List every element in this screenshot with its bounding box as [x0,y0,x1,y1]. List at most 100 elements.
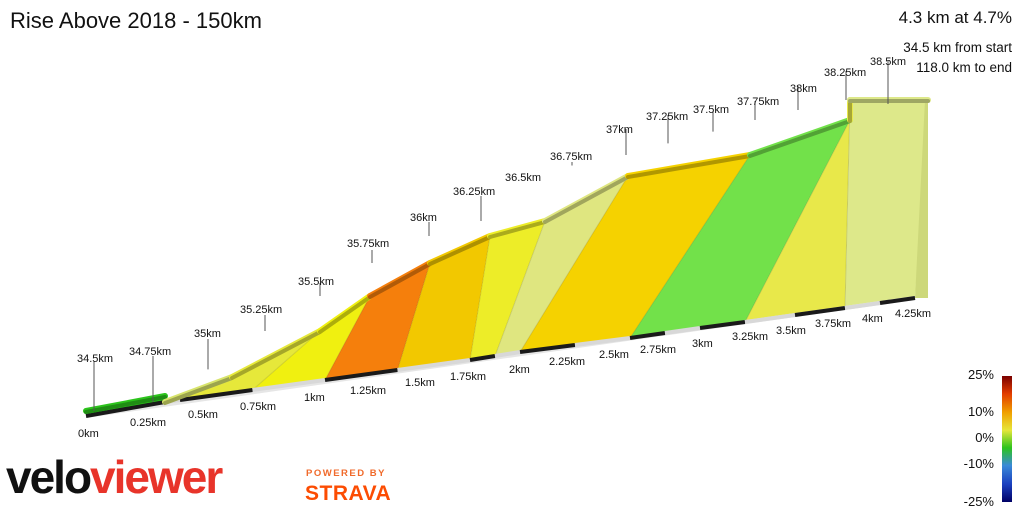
segment-divider [469,235,491,361]
bottom-distance-label: 3.25km [732,331,768,343]
top-distance-label: 34.5km [77,353,113,365]
top-distance-label: 35.75km [347,238,389,250]
distance-axis-tick [629,331,666,340]
profile-top-band-shade [230,330,322,380]
profile-top-band [542,173,631,224]
legend-label-25: 25% [967,367,994,382]
profile-top-band-shade [163,376,234,405]
bottom-distance-label: 3km [692,338,713,350]
bottom-distance-label: 2.5km [599,349,629,361]
top-distance-label: 36.25km [453,186,495,198]
profile-top-band [747,117,853,158]
legend-label-0: 0% [975,430,994,445]
distance-axis-tick [664,326,701,335]
logo-velo: velo [6,451,92,503]
logo-viewer: viewer [90,451,223,503]
profile-top-band-shade [368,262,432,299]
distance-axis-tick [574,336,631,347]
top-distance-label: 35km [194,328,221,340]
bottom-distance-label: 3.5km [776,325,806,337]
bottom-distance-label: 0.75km [240,401,276,413]
distance-axis-tick [324,368,398,382]
profile-top-band-shade [488,220,547,239]
distance-axis-tick [85,400,166,418]
profile-top-band [367,260,433,299]
profile-top-band-shade [428,235,492,266]
top-distance-label: 35.5km [298,276,334,288]
profile-top-band [229,328,323,380]
bottom-distance-label: 1.25km [350,385,386,397]
top-distance-label: 37.5km [693,104,729,116]
segment-divider [252,330,321,391]
distance-to-end: 118.0 km to end [916,60,1012,75]
top-distance-label: 36km [410,212,437,224]
distance-axis-tick [794,306,846,317]
segment-divider [519,175,629,353]
segment-divider [494,220,546,357]
distance-axis-tick [699,320,746,330]
legend-label-10: 10% [967,404,994,419]
profile-top-band [162,374,235,405]
top-distance-label: 36.5km [505,172,541,184]
gradient-segment [177,331,320,401]
legend-color-bar [1002,376,1012,502]
top-distance-label: 37.75km [737,96,779,108]
segment-divider [744,119,851,323]
top-distance-label: 36.75km [550,151,592,163]
profile-top-band-shade [626,154,752,179]
top-distance-label: 37.25km [646,111,688,123]
profile-top-band-shade [543,175,630,224]
gradient-segment [470,221,545,360]
distance-axis-tick [469,354,496,362]
gradient-segment [745,100,850,322]
segment-divider [397,262,431,371]
top-distance-label: 35.25km [240,304,282,316]
distance-axis-tick [879,296,916,305]
profile-top-band [625,152,753,179]
profile-top-band [83,393,168,414]
distance-from-start: 34.5 km from start [903,40,1012,55]
profile-edge [915,100,928,298]
bottom-distance-label: 4km [862,313,883,325]
distance-axis-tick [179,388,253,402]
profile-top-band [427,233,493,266]
bottom-distance-label: 2.75km [640,344,676,356]
profile-top-band-shade [318,295,372,334]
bottom-distance-label: 2.25km [549,356,585,368]
bottom-distance-label: 4.25km [895,308,931,320]
gradient-segment [520,155,750,352]
top-distance-label: 37km [606,124,633,136]
bottom-distance-label: 0.25km [130,417,166,429]
distance-axis-tick [252,378,326,392]
gradient-segment [495,176,628,356]
segment-divider [629,154,751,339]
bottom-distance-label: 1km [304,392,325,404]
segment-divider [844,99,851,309]
bottom-distance-label: 0km [78,428,99,440]
distance-axis-tick [519,343,576,354]
profile-top-band-shade [84,395,167,414]
profile-top-band [317,293,373,334]
gradient-segment [325,263,430,380]
climb-summary: 4.3 km at 4.7% [898,8,1012,27]
distance-axis-tick [397,358,471,372]
top-distance-label: 34.75km [129,346,171,358]
distance-axis-tick [494,350,521,358]
top-distance-label: 38km [790,83,817,95]
distance-axis-tick [844,301,881,310]
legend-label-minus-10: -10% [963,456,994,471]
legend-label-minus-25: -25% [963,494,994,509]
veloviewer-logo: veloviewer [6,451,223,503]
bottom-distance-label: 1.5km [405,377,435,389]
bottom-distance-label: 2km [509,364,530,376]
gradient-segment [845,100,928,308]
bottom-distance-label: 0.5km [188,409,218,421]
top-distance-label: 38.25km [824,67,866,79]
gradient-legend: 25% 10% 0% -10% -25% [950,366,1024,512]
strava-logo: STRAVA [305,482,392,505]
bottom-distance-label: 1.75km [450,371,486,383]
profile-top-band-shade [748,119,852,158]
bottom-distance-label: 3.75km [815,318,851,330]
segment-divider [324,295,371,381]
